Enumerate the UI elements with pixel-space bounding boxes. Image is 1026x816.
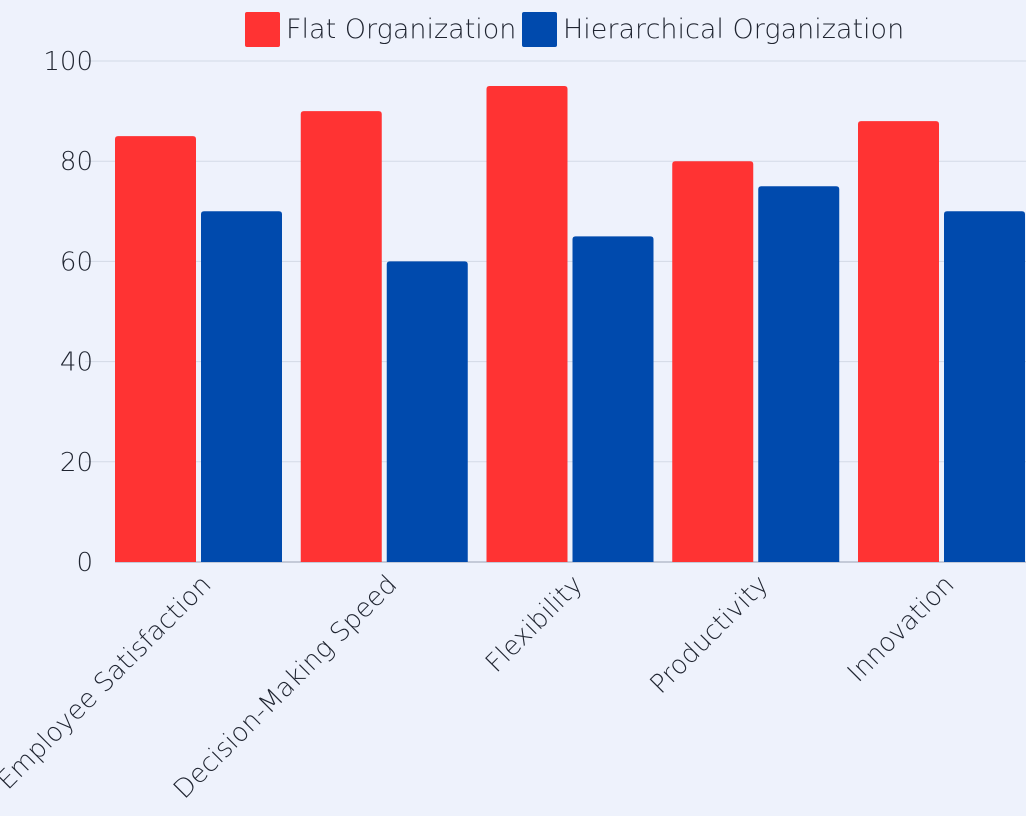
x-tick-label: Innovation bbox=[842, 570, 961, 689]
bar-flat-decision-making-speed bbox=[300, 111, 382, 562]
bar-hierarchical-innovation bbox=[944, 211, 1025, 563]
y-tick-label: 0 bbox=[76, 548, 93, 578]
bar-hierarchical-employee-satisfaction bbox=[201, 211, 282, 563]
legend-swatch bbox=[245, 12, 280, 47]
y-tick-label: 80 bbox=[60, 147, 93, 177]
bars bbox=[115, 86, 1025, 563]
x-tick-label: Flexibility bbox=[480, 570, 589, 679]
bar-flat-innovation bbox=[858, 121, 939, 563]
bar-flat-employee-satisfaction bbox=[115, 136, 196, 562]
legend-swatch bbox=[522, 12, 557, 47]
y-tick-label: 40 bbox=[60, 348, 93, 378]
bar-hierarchical-flexibility bbox=[572, 236, 654, 562]
x-tick-label: Productivity bbox=[644, 570, 774, 700]
bar-hierarchical-decision-making-speed bbox=[386, 261, 468, 562]
legend: Flat Organization Hierarchical Organizati… bbox=[245, 12, 904, 47]
bar-flat-flexibility bbox=[486, 86, 568, 563]
legend-label: Flat Organization bbox=[286, 14, 516, 45]
legend-label: Hierarchical Organization bbox=[563, 14, 904, 45]
x-tick-label: Employee Satisfaction bbox=[0, 570, 217, 796]
y-tick-label: 60 bbox=[60, 247, 93, 277]
y-tick-label: 100 bbox=[43, 47, 93, 77]
bar-hierarchical-productivity bbox=[758, 186, 840, 562]
bar-flat-productivity bbox=[672, 161, 754, 562]
y-tick-label: 20 bbox=[60, 448, 93, 478]
